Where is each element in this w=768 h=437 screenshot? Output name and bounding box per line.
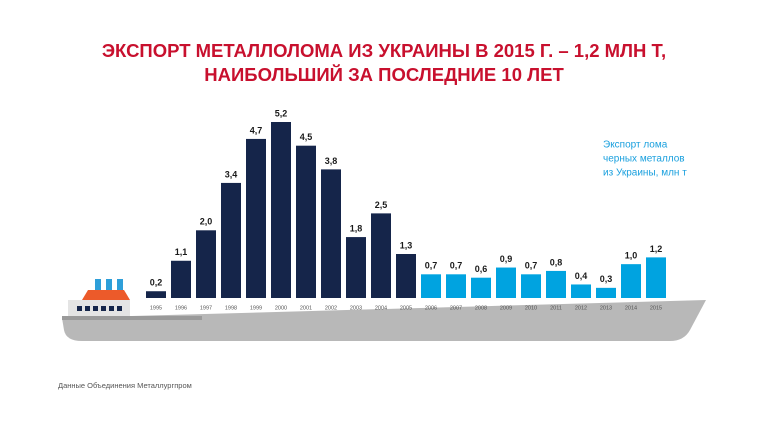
ship xyxy=(62,279,706,341)
x-tick-label: 1995 xyxy=(150,305,162,311)
value-label: 0,8 xyxy=(550,257,563,267)
bar xyxy=(171,260,191,298)
x-tick-label: 2000 xyxy=(275,305,287,311)
x-tick-label: 2008 xyxy=(475,305,487,311)
value-label: 0,7 xyxy=(450,261,463,271)
x-tick-label: 2006 xyxy=(425,305,437,311)
x-tick-label: 2011 xyxy=(550,305,562,311)
value-label: 0,7 xyxy=(525,261,538,271)
ship-stripe xyxy=(62,316,202,320)
ship-funnel xyxy=(95,279,101,291)
ship-hull xyxy=(62,300,706,341)
bar xyxy=(296,145,316,298)
bar xyxy=(546,270,566,298)
bar xyxy=(221,182,241,298)
x-tick-label: 2004 xyxy=(375,305,387,311)
value-label: 4,7 xyxy=(250,125,263,135)
annotation: черных металлов xyxy=(603,154,685,165)
chart-title: ЭКСПОРТ МЕТАЛЛОЛОМА ИЗ УКРАИНЫ В 2015 Г.… xyxy=(102,40,666,61)
bar xyxy=(571,284,591,298)
value-label: 0,6 xyxy=(475,264,488,274)
value-label: 1,3 xyxy=(400,240,413,250)
annotation: из Украины, млн т xyxy=(603,168,687,179)
ship-window xyxy=(109,306,114,311)
x-tick-label: 2001 xyxy=(300,305,312,311)
value-label: 1,8 xyxy=(350,223,363,233)
x-tick-label: 2013 xyxy=(600,305,612,311)
bar xyxy=(196,230,216,298)
x-tick-label: 2003 xyxy=(350,305,362,311)
ship-deck-top xyxy=(82,290,130,300)
bar xyxy=(246,138,266,298)
source-note: Данные Объединения Металлургпром xyxy=(58,381,192,390)
bar xyxy=(621,264,641,298)
value-label: 0,7 xyxy=(425,261,438,271)
x-tick-label: 2015 xyxy=(650,305,662,311)
value-label: 1,0 xyxy=(625,251,638,261)
ship-window xyxy=(93,306,98,311)
ship-cabin xyxy=(68,300,130,318)
x-tick-label: 2009 xyxy=(500,305,512,311)
bar xyxy=(421,274,441,298)
bar xyxy=(146,291,166,298)
x-tick-label: 2007 xyxy=(450,305,462,311)
x-tick-label: 1998 xyxy=(225,305,237,311)
bar xyxy=(321,169,341,298)
x-tick-label: 2002 xyxy=(325,305,337,311)
x-tick-label: 2014 xyxy=(625,305,637,311)
bar xyxy=(271,122,291,298)
x-tick-label: 1997 xyxy=(200,305,212,311)
bar xyxy=(346,237,366,298)
ship-window xyxy=(85,306,90,311)
value-label: 3,8 xyxy=(325,156,338,166)
value-label: 0,3 xyxy=(600,274,613,284)
ship-window xyxy=(117,306,122,311)
bar xyxy=(371,213,391,298)
x-tick-label: 2005 xyxy=(400,305,412,311)
annotation: Экспорт лома xyxy=(603,140,668,151)
value-label: 0,2 xyxy=(150,278,163,288)
bar xyxy=(471,277,491,298)
bar xyxy=(446,274,466,298)
bar xyxy=(521,274,541,298)
ship-funnel xyxy=(106,279,112,291)
bar xyxy=(596,287,616,298)
ship-funnel xyxy=(117,279,123,291)
value-label: 5,2 xyxy=(275,108,288,118)
ship-window xyxy=(77,306,82,311)
value-label: 3,4 xyxy=(225,169,238,179)
value-label: 1,2 xyxy=(650,244,663,254)
ship-window xyxy=(101,306,106,311)
chart-title: НАИБОЛЬШИЙ ЗА ПОСЛЕДНИЕ 10 ЛЕТ xyxy=(204,64,564,85)
bar xyxy=(646,257,666,298)
value-label: 0,9 xyxy=(500,254,513,264)
value-label: 4,5 xyxy=(300,132,313,142)
x-tick-label: 2012 xyxy=(575,305,587,311)
value-label: 2,0 xyxy=(200,217,213,227)
bar xyxy=(396,254,416,298)
value-label: 1,1 xyxy=(175,247,188,257)
x-tick-label: 1996 xyxy=(175,305,187,311)
x-tick-label: 1999 xyxy=(250,305,262,311)
value-label: 0,4 xyxy=(575,271,588,281)
value-label: 2,5 xyxy=(375,200,388,210)
x-tick-label: 2010 xyxy=(525,305,537,311)
bar xyxy=(496,267,516,298)
